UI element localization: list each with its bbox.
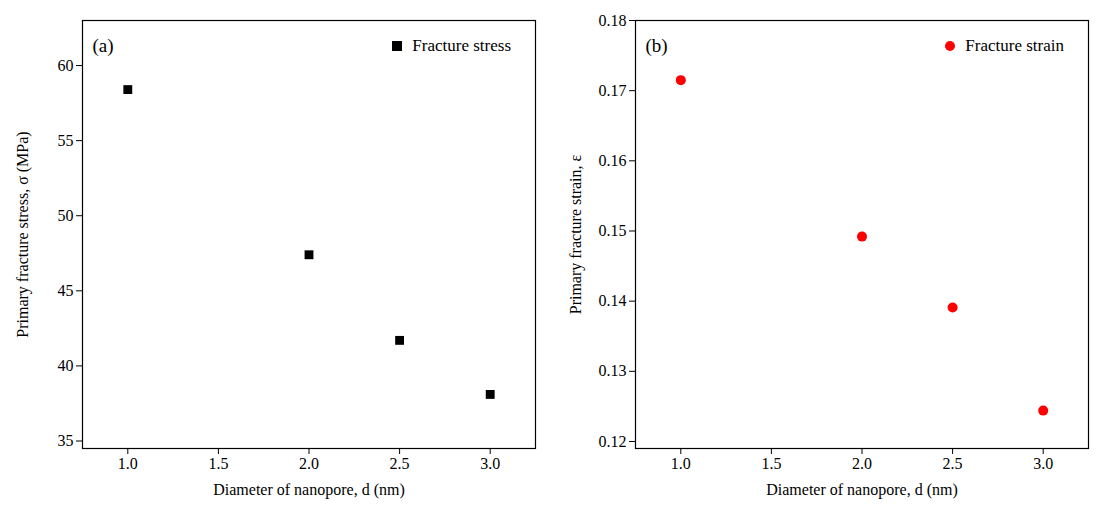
svg-text:2.0: 2.0	[299, 455, 319, 472]
svg-text:0.16: 0.16	[599, 152, 627, 169]
html-text:Fracture strain: Fracture strain	[965, 36, 1064, 55]
svg-text:(a): (a)	[93, 35, 114, 57]
html-text:Fracture stress: Fracture stress	[412, 36, 511, 55]
svg-text:Primary fracture strain, ε: Primary fracture strain, ε	[567, 154, 585, 314]
svg-text:2.5: 2.5	[390, 455, 410, 472]
svg-text:3.0: 3.0	[1033, 455, 1053, 472]
svg-text:0.14: 0.14	[599, 292, 627, 309]
svg-text:50: 50	[58, 207, 74, 224]
svg-text:0.17: 0.17	[599, 82, 627, 99]
svg-text:0.15: 0.15	[599, 222, 627, 239]
svg-text:55: 55	[58, 132, 74, 149]
svg-text:1.5: 1.5	[761, 455, 781, 472]
svg-text:(b): (b)	[646, 35, 668, 57]
svg-text:Primary fracture stress, σ (MP: Primary fracture stress, σ (MPa)	[14, 131, 32, 337]
svg-text:0.12: 0.12	[599, 433, 627, 450]
svg-text:Diameter of nanopore, d (nm): Diameter of nanopore, d (nm)	[213, 481, 404, 499]
svg-text:1.0: 1.0	[671, 455, 691, 472]
svg-text:0.18: 0.18	[599, 12, 627, 29]
svg-text:2.5: 2.5	[943, 455, 963, 472]
svg-text:0.13: 0.13	[599, 362, 627, 379]
svg-text:60: 60	[58, 57, 74, 74]
svg-text:40: 40	[58, 357, 74, 374]
svg-text:1.0: 1.0	[118, 455, 138, 472]
svg-text:2.0: 2.0	[852, 455, 872, 472]
svg-text:Diameter of nanopore, d (nm): Diameter of nanopore, d (nm)	[766, 481, 957, 499]
svg-text:35: 35	[58, 432, 74, 449]
svg-text:45: 45	[58, 282, 74, 299]
svg-text:3.0: 3.0	[480, 455, 500, 472]
svg-text:1.5: 1.5	[208, 455, 228, 472]
